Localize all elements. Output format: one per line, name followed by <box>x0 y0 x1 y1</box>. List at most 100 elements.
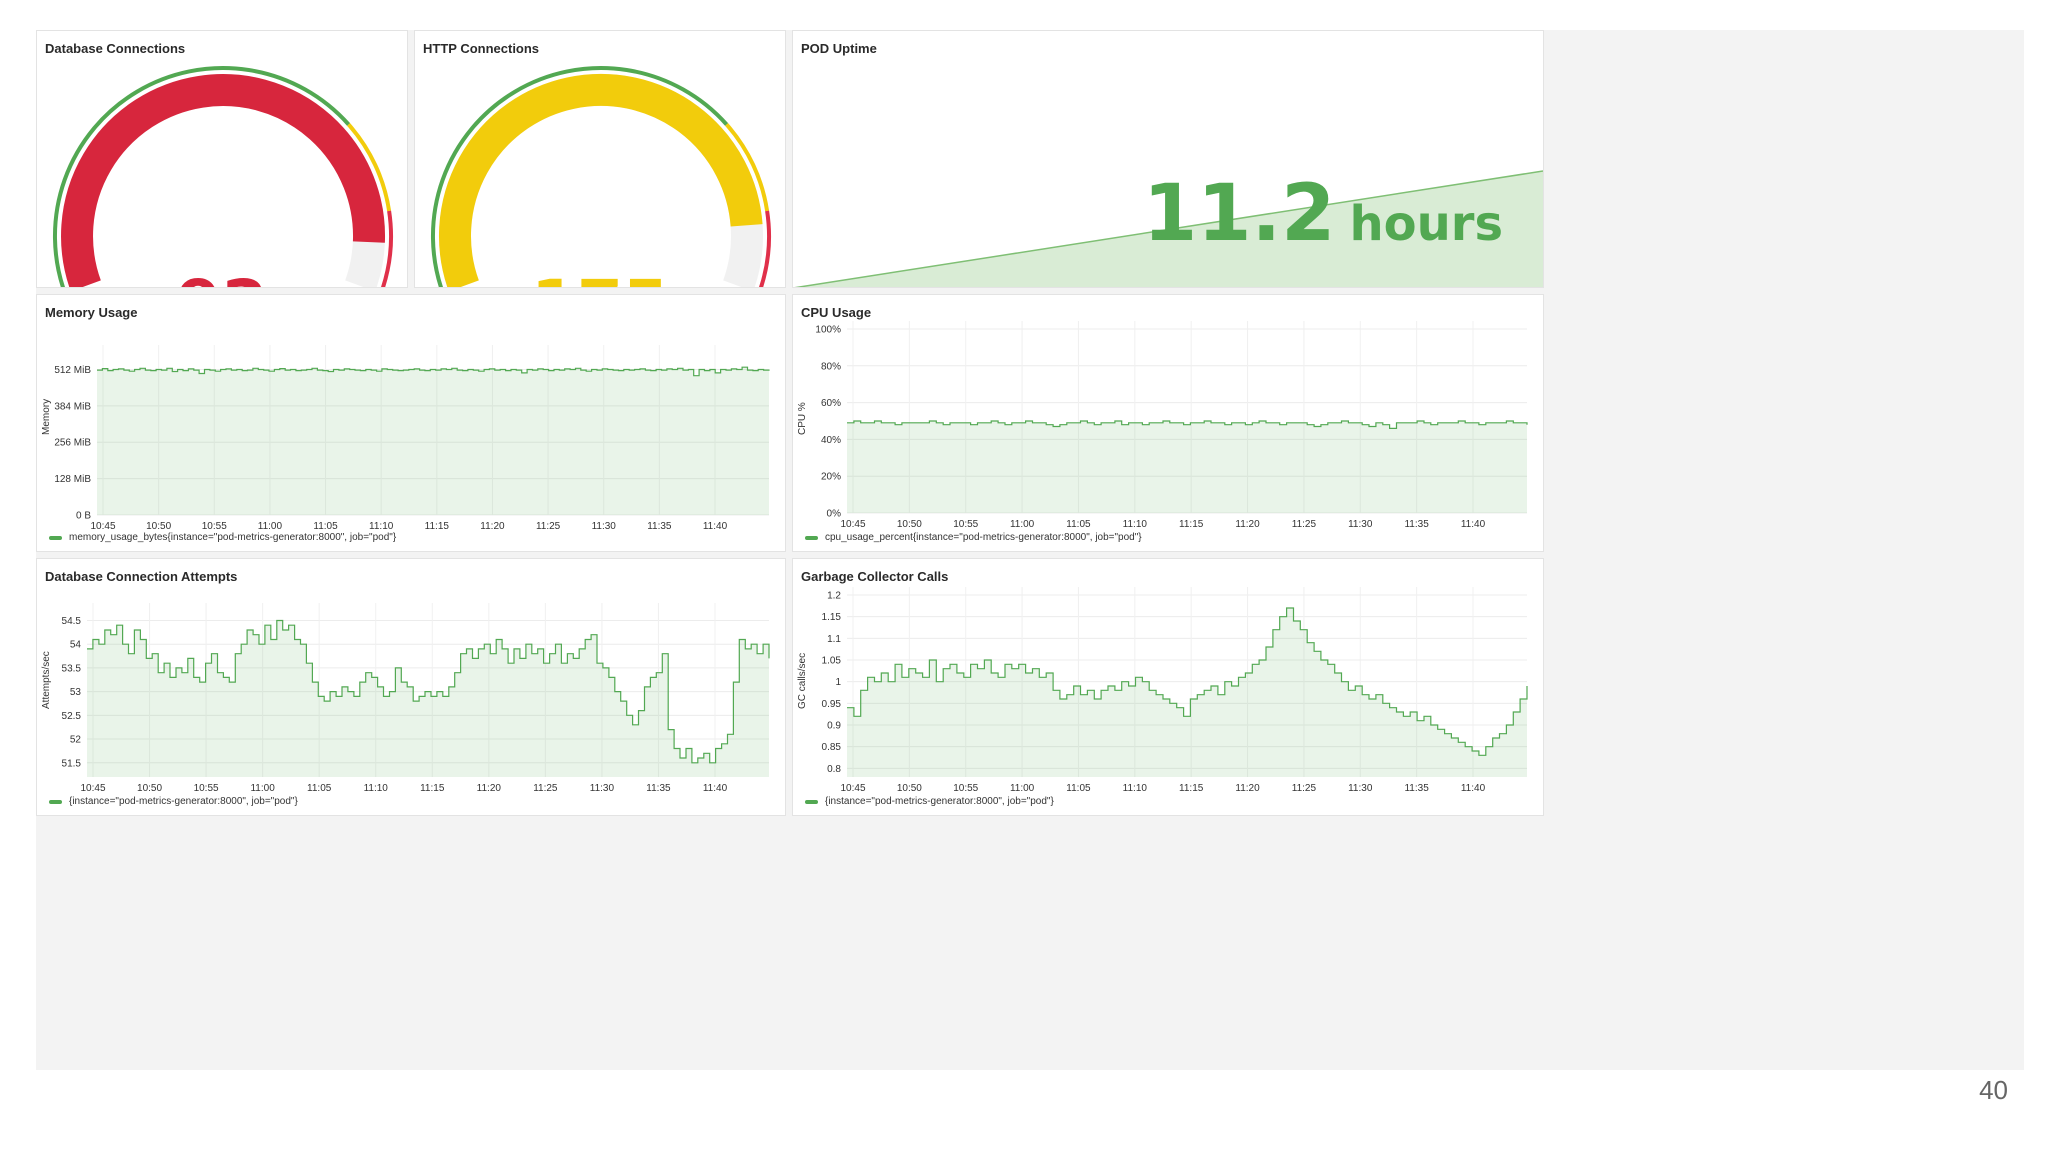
y-tick-label: 53 <box>70 687 82 698</box>
y-tick-label: 1.1 <box>827 634 841 645</box>
gauge-value-arc <box>61 74 385 287</box>
x-tick-label: 11:05 <box>307 783 332 794</box>
legend-item[interactable]: {instance="pod-metrics-generator:8000", … <box>49 796 298 807</box>
series-line <box>847 420 1528 429</box>
y-tick-label: 51.5 <box>62 758 82 769</box>
gauge-threshold-green <box>53 66 351 287</box>
x-tick-label: 10:55 <box>202 521 227 532</box>
x-tick-label: 11:15 <box>1179 783 1204 794</box>
x-tick-label: 11:40 <box>1461 519 1486 530</box>
x-tick-label: 10:50 <box>137 783 162 794</box>
panel-title: Memory Usage <box>45 305 138 320</box>
x-tick-label: 11:30 <box>1348 783 1373 794</box>
y-tick-label: 40% <box>821 435 841 446</box>
legend-label: {instance="pod-metrics-generator:8000", … <box>825 796 1054 807</box>
x-tick-label: 11:05 <box>313 521 338 532</box>
x-tick-label: 11:05 <box>1066 519 1091 530</box>
y-tick-label: 1 <box>835 677 841 688</box>
gauge-chart <box>53 66 393 287</box>
x-tick-label: 11:00 <box>1010 519 1035 530</box>
x-tick-label: 11:05 <box>1066 783 1091 794</box>
y-tick-label: 384 MiB <box>54 401 91 412</box>
http-connections-panel[interactable]: HTTP Connections 175 <box>414 30 786 288</box>
x-tick-label: 10:45 <box>90 521 115 532</box>
legend-label: {instance="pod-metrics-generator:8000", … <box>69 796 298 807</box>
x-tick-label: 10:45 <box>80 783 105 794</box>
gc-calls-chart: 0.8 0.85 0.9 0.95 1 1.05 1.1 1.15 1.2 10:45 10:50 1… <box>822 587 1528 794</box>
x-tick-label: 11:30 <box>1348 519 1373 530</box>
legend-label: memory_usage_bytes{instance="pod-metrics… <box>69 532 397 543</box>
pod-uptime-panel[interactable]: POD Uptime 11.2 hours <box>792 30 1544 288</box>
uptime-number: 11.2 <box>1143 169 1336 259</box>
x-tick-label: 10:55 <box>194 783 219 794</box>
memory-usage-panel[interactable]: Memory Usage 0 B 128 MiB 256 MiB 384 MiB 512… <box>36 294 786 552</box>
y-tick-label: 1.2 <box>827 591 841 602</box>
x-tick-label: 10:45 <box>840 783 865 794</box>
x-tick-label: 11:20 <box>477 783 502 794</box>
y-tick-label: 1.05 <box>822 656 842 667</box>
x-tick-label: 11:15 <box>1179 519 1204 530</box>
x-tick-label: 11:30 <box>590 783 615 794</box>
x-tick-label: 11:35 <box>646 783 671 794</box>
panel-title: Garbage Collector Calls <box>801 569 949 584</box>
y-axis-label: CPU % <box>797 402 808 435</box>
legend-item[interactable]: {instance="pod-metrics-generator:8000", … <box>805 796 1054 807</box>
series-area <box>97 367 769 515</box>
y-tick-label: 1.15 <box>822 612 842 623</box>
legend-swatch <box>805 799 818 804</box>
x-tick-label: 11:10 <box>364 783 389 794</box>
x-tick-label: 10:50 <box>897 783 922 794</box>
uptime-unit: hours <box>1349 196 1504 252</box>
cpu-usage-chart: 0% 20% 40% 60% 80% 100% 10:45 10:50 10:55 11:00 11… <box>815 321 1528 530</box>
x-tick-label: 10:50 <box>897 519 922 530</box>
panel-title: Database Connection Attempts <box>45 569 238 584</box>
database-connection-attempts-panel[interactable]: Database Connection Attempts 51.5 52 52.5 5… <box>36 558 786 816</box>
y-tick-label: 512 MiB <box>54 365 91 376</box>
y-axis-label: Memory <box>41 398 52 435</box>
x-tick-label: 10:55 <box>953 519 978 530</box>
y-axis-label: Attempts/sec <box>41 651 52 709</box>
y-tick-label: 52.5 <box>62 711 82 722</box>
database-connections-panel[interactable]: Database Connections 92 <box>36 30 408 288</box>
y-tick-label: 20% <box>821 472 841 483</box>
gauge-value: 92 <box>37 266 407 287</box>
series-area <box>847 608 1527 777</box>
x-tick-label: 11:40 <box>703 783 728 794</box>
series-line <box>87 619 770 764</box>
x-tick-label: 11:15 <box>425 521 450 532</box>
x-tick-label: 11:10 <box>1123 783 1148 794</box>
x-tick-label: 11:40 <box>703 521 728 532</box>
legend-swatch <box>805 535 818 540</box>
x-tick-label: 11:20 <box>1235 519 1260 530</box>
x-tick-label: 11:20 <box>480 521 505 532</box>
x-tick-label: 11:00 <box>1010 783 1035 794</box>
x-tick-label: 11:35 <box>647 521 672 532</box>
y-tick-label: 128 MiB <box>54 474 91 485</box>
garbage-collector-calls-panel[interactable]: Garbage Collector Calls 0.8 0.85 0.9 0.95 1 1… <box>792 558 1544 816</box>
legend-item[interactable]: cpu_usage_percent{instance="pod-metrics-… <box>805 532 1142 543</box>
panel-title: CPU Usage <box>801 305 872 320</box>
series-area <box>847 421 1527 513</box>
cpu-usage-panel[interactable]: CPU Usage 0% 20% 40% 60% 80% 100% 10:45 10:50 10… <box>792 294 1544 552</box>
x-tick-label: 11:25 <box>1292 783 1317 794</box>
legend-swatch <box>49 535 62 540</box>
y-tick-label: 52 <box>70 735 82 746</box>
legend-swatch <box>49 799 62 804</box>
connection-attempts-chart: 51.5 52 52.5 53 53.5 54 54.5 10:45 10:50 10:55 11:… <box>62 603 770 794</box>
y-tick-label: 0% <box>827 509 842 520</box>
uptime-value: 11.2 hours <box>1143 169 1503 259</box>
y-axis-label: GC calls/sec <box>797 652 808 709</box>
y-tick-label: 0.8 <box>827 764 841 775</box>
legend-item[interactable]: memory_usage_bytes{instance="pod-metrics… <box>49 532 396 543</box>
y-tick-label: 54.5 <box>62 616 82 627</box>
x-tick-label: 10:50 <box>146 521 171 532</box>
gauge-threshold-yellow <box>725 123 770 212</box>
x-tick-label: 11:35 <box>1404 783 1429 794</box>
legend-label: cpu_usage_percent{instance="pod-metrics-… <box>825 532 1142 543</box>
gauge-value-arc <box>438 73 763 287</box>
uptime-sparkline <box>794 170 1543 287</box>
x-tick-label: 11:25 <box>536 521 561 532</box>
x-tick-label: 11:40 <box>1461 783 1486 794</box>
y-tick-label: 80% <box>821 361 841 372</box>
sparkline-line <box>794 170 1543 287</box>
